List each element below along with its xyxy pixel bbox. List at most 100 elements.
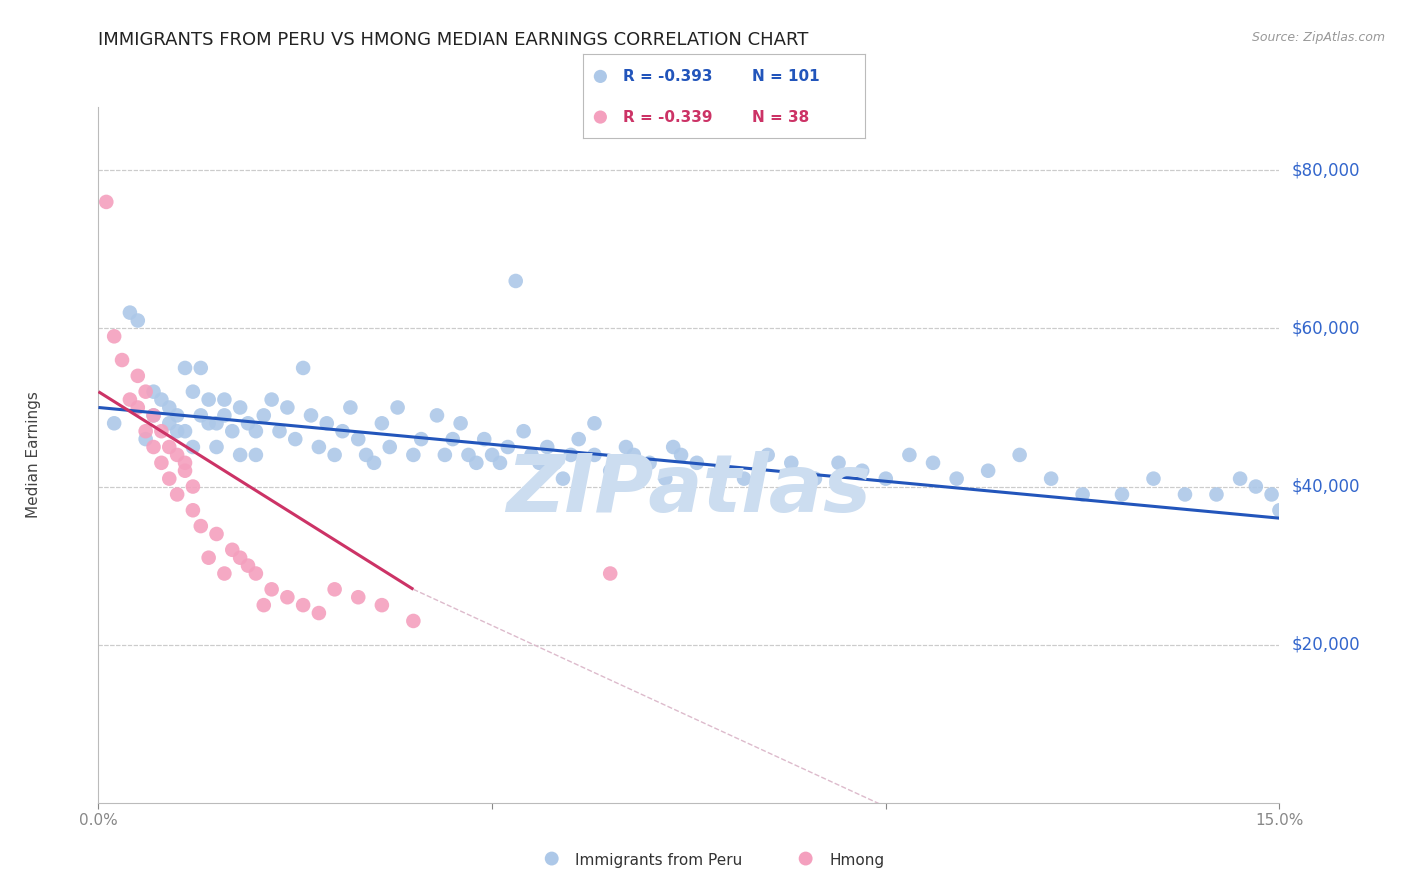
Point [1008, 448, 1031, 462]
Point [181, 503, 204, 517]
Point [623, 448, 645, 462]
Point [686, 456, 709, 470]
Text: N = 38: N = 38 [752, 110, 810, 125]
Point [378, 440, 401, 454]
Point [190, 361, 212, 376]
Point [292, 598, 315, 612]
Point [529, 456, 551, 470]
Text: Median Earnings: Median Earnings [25, 392, 41, 518]
Point [780, 456, 803, 470]
Text: R = -0.339: R = -0.339 [623, 110, 713, 125]
Point [157, 417, 180, 431]
Point [236, 417, 259, 431]
Point [214, 392, 236, 407]
Point [276, 401, 298, 415]
Point [150, 424, 173, 438]
Text: N = 101: N = 101 [752, 69, 820, 84]
Point [1268, 503, 1291, 517]
Point [174, 464, 197, 478]
Point [638, 456, 661, 470]
Point [118, 392, 141, 407]
Point [253, 409, 276, 423]
Text: $20,000: $20,000 [1291, 636, 1360, 654]
Point [142, 409, 165, 423]
Point [450, 417, 472, 431]
Point [284, 432, 307, 446]
Point [229, 448, 252, 462]
Point [269, 424, 291, 438]
Point [544, 456, 567, 470]
Point [197, 550, 219, 565]
Point [733, 472, 755, 486]
Point [465, 456, 488, 470]
Point [560, 448, 582, 462]
Point [489, 456, 512, 470]
Point [142, 409, 165, 423]
Point [614, 440, 637, 454]
Text: $80,000: $80,000 [1291, 161, 1360, 179]
Point [1142, 472, 1164, 486]
Point [457, 448, 479, 462]
Point [323, 582, 346, 597]
Point [236, 558, 259, 573]
Point [363, 456, 385, 470]
Point [433, 448, 456, 462]
Point [496, 440, 519, 454]
Point [308, 440, 330, 454]
Point [229, 550, 252, 565]
Point [245, 448, 267, 462]
Point [142, 440, 165, 454]
Point [260, 392, 283, 407]
Point [1071, 487, 1094, 501]
Point [292, 361, 315, 376]
Point [245, 424, 267, 438]
Point [181, 384, 204, 399]
Point [197, 417, 219, 431]
Point [1205, 487, 1227, 501]
Point [190, 519, 212, 533]
Point [599, 464, 621, 478]
Point [804, 472, 827, 486]
Text: Source: ZipAtlas.com: Source: ZipAtlas.com [1251, 31, 1385, 45]
Point [150, 392, 173, 407]
Point [111, 353, 134, 368]
Point [205, 527, 228, 541]
Point [332, 424, 354, 438]
Point [505, 274, 527, 288]
Point [354, 448, 377, 462]
Text: R = -0.393: R = -0.393 [623, 69, 713, 84]
Point [794, 851, 817, 865]
Point [1111, 487, 1133, 501]
Point [214, 566, 236, 581]
Point [214, 409, 236, 423]
Point [1229, 472, 1251, 486]
Point [245, 566, 267, 581]
Point [135, 432, 157, 446]
Point [142, 384, 165, 399]
Point [411, 432, 433, 446]
Point [945, 472, 967, 486]
Point [551, 472, 574, 486]
Point [174, 424, 197, 438]
Point [977, 464, 1000, 478]
Point [221, 542, 243, 557]
Point [205, 417, 228, 431]
Point [1244, 479, 1267, 493]
Point [157, 440, 180, 454]
Point [669, 448, 692, 462]
Point [174, 456, 197, 470]
Point [481, 448, 503, 462]
Point [583, 417, 606, 431]
Point [922, 456, 945, 470]
Point [323, 448, 346, 462]
Point [339, 401, 361, 415]
Point [756, 448, 779, 462]
Point [347, 432, 370, 446]
Text: ZIPatlas: ZIPatlas [506, 450, 872, 529]
Point [662, 440, 685, 454]
Point [127, 401, 149, 415]
Point [157, 472, 180, 486]
Point [205, 440, 228, 454]
Point [512, 424, 534, 438]
Point [150, 456, 173, 470]
